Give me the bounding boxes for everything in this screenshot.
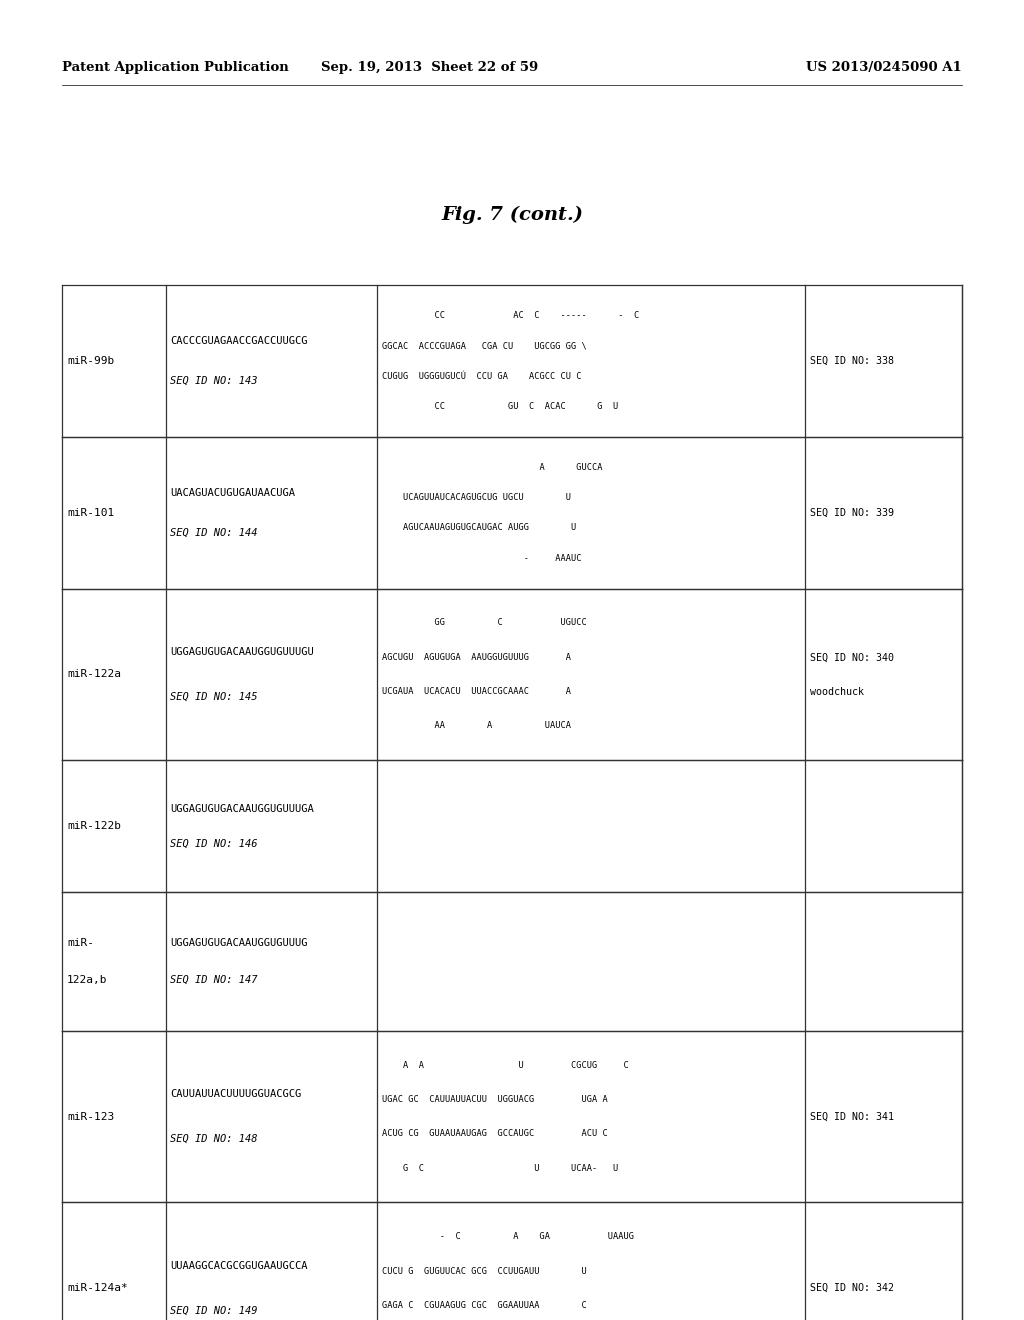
Text: AGCUGU  AGUGUGA  AAUGGUGUUUG       A: AGCUGU AGUGUGA AAUGGUGUUUG A [382, 652, 571, 661]
Text: UGAC GC  CAUUAUUACUU  UGGUACG         UGA A: UGAC GC CAUUAUUACUU UGGUACG UGA A [382, 1094, 608, 1104]
Text: CUGUG  UGGGUGUCÚ  CCU GA    ACGCC CU C: CUGUG UGGGUGUCÚ CCU GA ACGCC CU C [382, 372, 582, 380]
Text: G  C                     U      UCAA-   U: G C U UCAA- U [382, 1164, 618, 1172]
Text: CC            GU  C  ACAC      G  U: CC GU C ACAC G U [382, 401, 618, 411]
Text: SEQ ID NO: 146: SEQ ID NO: 146 [171, 838, 258, 849]
Text: GGCAC  ACCCGUAGA   CGA CU    UGCGG GG \: GGCAC ACCCGUAGA CGA CU UGCGG GG \ [382, 342, 587, 350]
Text: UUAAGGCACGCGGUGAAUGCCA: UUAAGGCACGCGGUGAAUGCCA [171, 1261, 308, 1271]
Text: US 2013/0245090 A1: US 2013/0245090 A1 [806, 62, 962, 74]
Text: SEQ ID NO: 148: SEQ ID NO: 148 [171, 1134, 258, 1144]
Text: miR-124a*: miR-124a* [67, 1283, 128, 1294]
Text: woodchuck: woodchuck [810, 686, 863, 697]
Text: -     AAAUC: - AAAUC [382, 554, 582, 562]
Text: Patent Application Publication: Patent Application Publication [62, 62, 289, 74]
Text: SEQ ID NO: 149: SEQ ID NO: 149 [171, 1305, 258, 1316]
Text: UCAGUUAUCACAGUGCUG UGCU        U: UCAGUUAUCACAGUGCUG UGCU U [382, 492, 571, 502]
Text: 122a,b: 122a,b [67, 974, 108, 985]
Text: SEQ ID NO: 341: SEQ ID NO: 341 [810, 1111, 894, 1122]
Text: Sep. 19, 2013  Sheet 22 of 59: Sep. 19, 2013 Sheet 22 of 59 [322, 62, 539, 74]
Text: UCGAUA  UCACACU  UUACCGCAAAC       A: UCGAUA UCACACU UUACCGCAAAC A [382, 686, 571, 696]
Text: SEQ ID NO: 339: SEQ ID NO: 339 [810, 508, 894, 517]
Text: A  A                  U         CGCUG     C: A A U CGCUG C [382, 1061, 629, 1069]
Text: SEQ ID NO: 145: SEQ ID NO: 145 [171, 692, 258, 702]
Text: UACAGUACUGUGAUAACUGA: UACAGUACUGUGAUAACUGA [171, 488, 296, 498]
Text: CACCCGUAGAACCGACCUUGCG: CACCCGUAGAACCGACCUUGCG [171, 337, 308, 346]
Text: CC             AC  C    -----      -  C: CC AC C ----- - C [382, 312, 639, 319]
Text: SEQ ID NO: 144: SEQ ID NO: 144 [171, 528, 258, 537]
Text: miR-122b: miR-122b [67, 821, 121, 832]
Text: UGGAGUGUGACAAUGGUGUUUGA: UGGAGUGUGACAAUGGUGUUUGA [171, 804, 314, 814]
Text: SEQ ID NO: 338: SEQ ID NO: 338 [810, 356, 894, 366]
Text: AA        A          UAUCA: AA A UAUCA [382, 721, 571, 730]
Text: UGGAGUGUGACAAUGGUGUUUGU: UGGAGUGUGACAAUGGUGUUUGU [171, 647, 314, 657]
Text: SEQ ID NO: 143: SEQ ID NO: 143 [171, 376, 258, 385]
Text: miR-101: miR-101 [67, 508, 115, 517]
Text: AGUCAAUAGUGUGCAUGAC AUGG        U: AGUCAAUAGUGUGCAUGAC AUGG U [382, 523, 577, 532]
Text: SEQ ID NO: 340: SEQ ID NO: 340 [810, 652, 894, 663]
Text: miR-122a: miR-122a [67, 669, 121, 680]
Text: GAGA C  CGUAAGUG CGC  GGAAUUAA        C: GAGA C CGUAAGUG CGC GGAAUUAA C [382, 1300, 587, 1309]
Text: SEQ ID NO: 342: SEQ ID NO: 342 [810, 1283, 894, 1294]
Text: UGGAGUGUGACAAUGGUGUUUG: UGGAGUGUGACAAUGGUGUUUG [171, 939, 308, 949]
Text: -  C          A    GA           UAAUG: - C A GA UAAUG [382, 1233, 634, 1241]
Text: SEQ ID NO: 147: SEQ ID NO: 147 [171, 974, 258, 985]
Text: ACUG CG  GUAAUAAUGAG  GCCAUGC         ACU C: ACUG CG GUAAUAAUGAG GCCAUGC ACU C [382, 1129, 608, 1138]
Text: Fig. 7 (cont.): Fig. 7 (cont.) [441, 206, 583, 224]
Text: miR-: miR- [67, 939, 94, 949]
Text: A      GUCCA: A GUCCA [382, 462, 602, 471]
Text: miR-123: miR-123 [67, 1111, 115, 1122]
Text: miR-99b: miR-99b [67, 356, 115, 366]
Text: CUCU G  GUGUUCAC GCG  CCUUGAUU        U: CUCU G GUGUUCAC GCG CCUUGAUU U [382, 1267, 587, 1275]
Text: GG          C           UGUCC: GG C UGUCC [382, 618, 587, 627]
Text: CAUUAUUACUUUUGGUACGCG: CAUUAUUACUUUUGGUACGCG [171, 1089, 302, 1100]
